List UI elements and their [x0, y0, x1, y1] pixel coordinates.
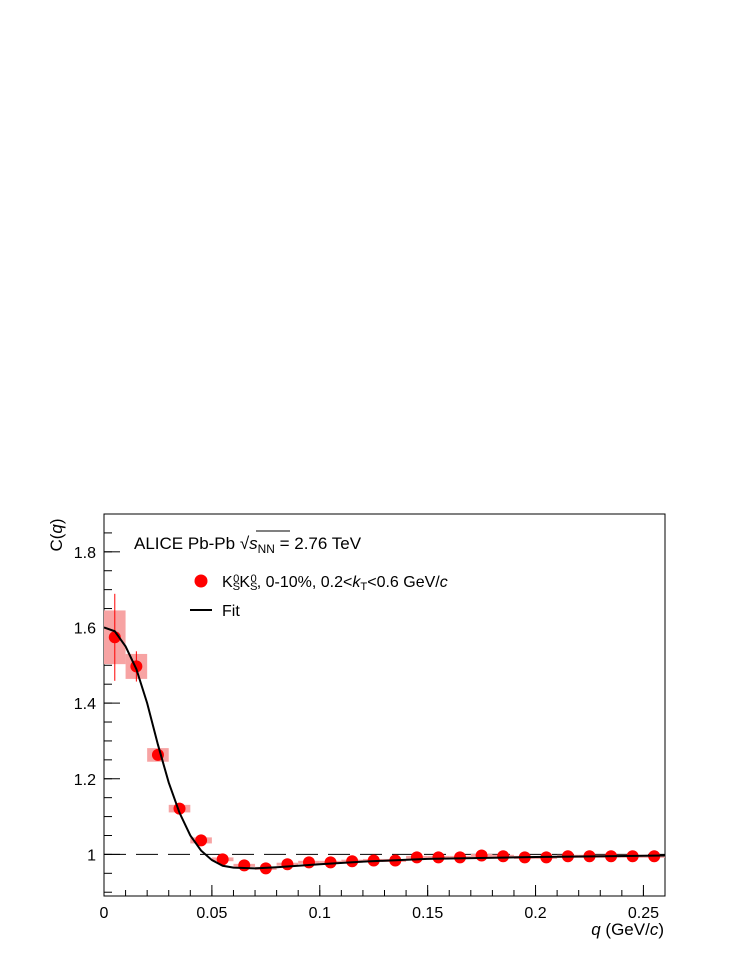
x-tick-label: 0.25	[628, 905, 659, 922]
y-tick-label: 1.6	[74, 620, 96, 637]
data-point	[195, 834, 208, 847]
data-point	[302, 856, 315, 869]
y-tick-label: 1.2	[74, 772, 96, 789]
legend-label: Fit	[222, 603, 240, 620]
y-tick-label: 1.4	[74, 696, 96, 713]
data-point	[238, 859, 251, 872]
x-tick-label: 0.05	[196, 905, 227, 922]
data-point	[346, 855, 359, 868]
x-tick-label: 0.15	[412, 905, 443, 922]
y-axis-label: C(q)	[47, 518, 66, 551]
fit-line	[103, 626, 666, 870]
data-point	[410, 851, 423, 864]
y-tick-label: 1	[87, 847, 96, 864]
x-axis-label: q (GeV/c)	[591, 920, 664, 939]
legend-label: KS0KS0, 0-10%, 0.2<kT<0.6 GeV/c	[222, 573, 448, 593]
data-point	[497, 850, 510, 863]
data-point	[432, 851, 445, 864]
data-point	[281, 858, 294, 871]
y-tick-label: 1.8	[74, 545, 96, 562]
plot-frame	[103, 513, 666, 897]
data-point	[324, 856, 337, 869]
legend-marker	[194, 574, 208, 588]
data-point	[216, 853, 229, 866]
annotation: ALICE Pb-Pb √sNN = 2.76 TeV	[134, 534, 362, 556]
x-tick-label: 0.2	[524, 905, 546, 922]
x-tick-label: 0.1	[309, 905, 331, 922]
x-tick-label: 0	[100, 905, 109, 922]
data-point	[475, 849, 488, 862]
